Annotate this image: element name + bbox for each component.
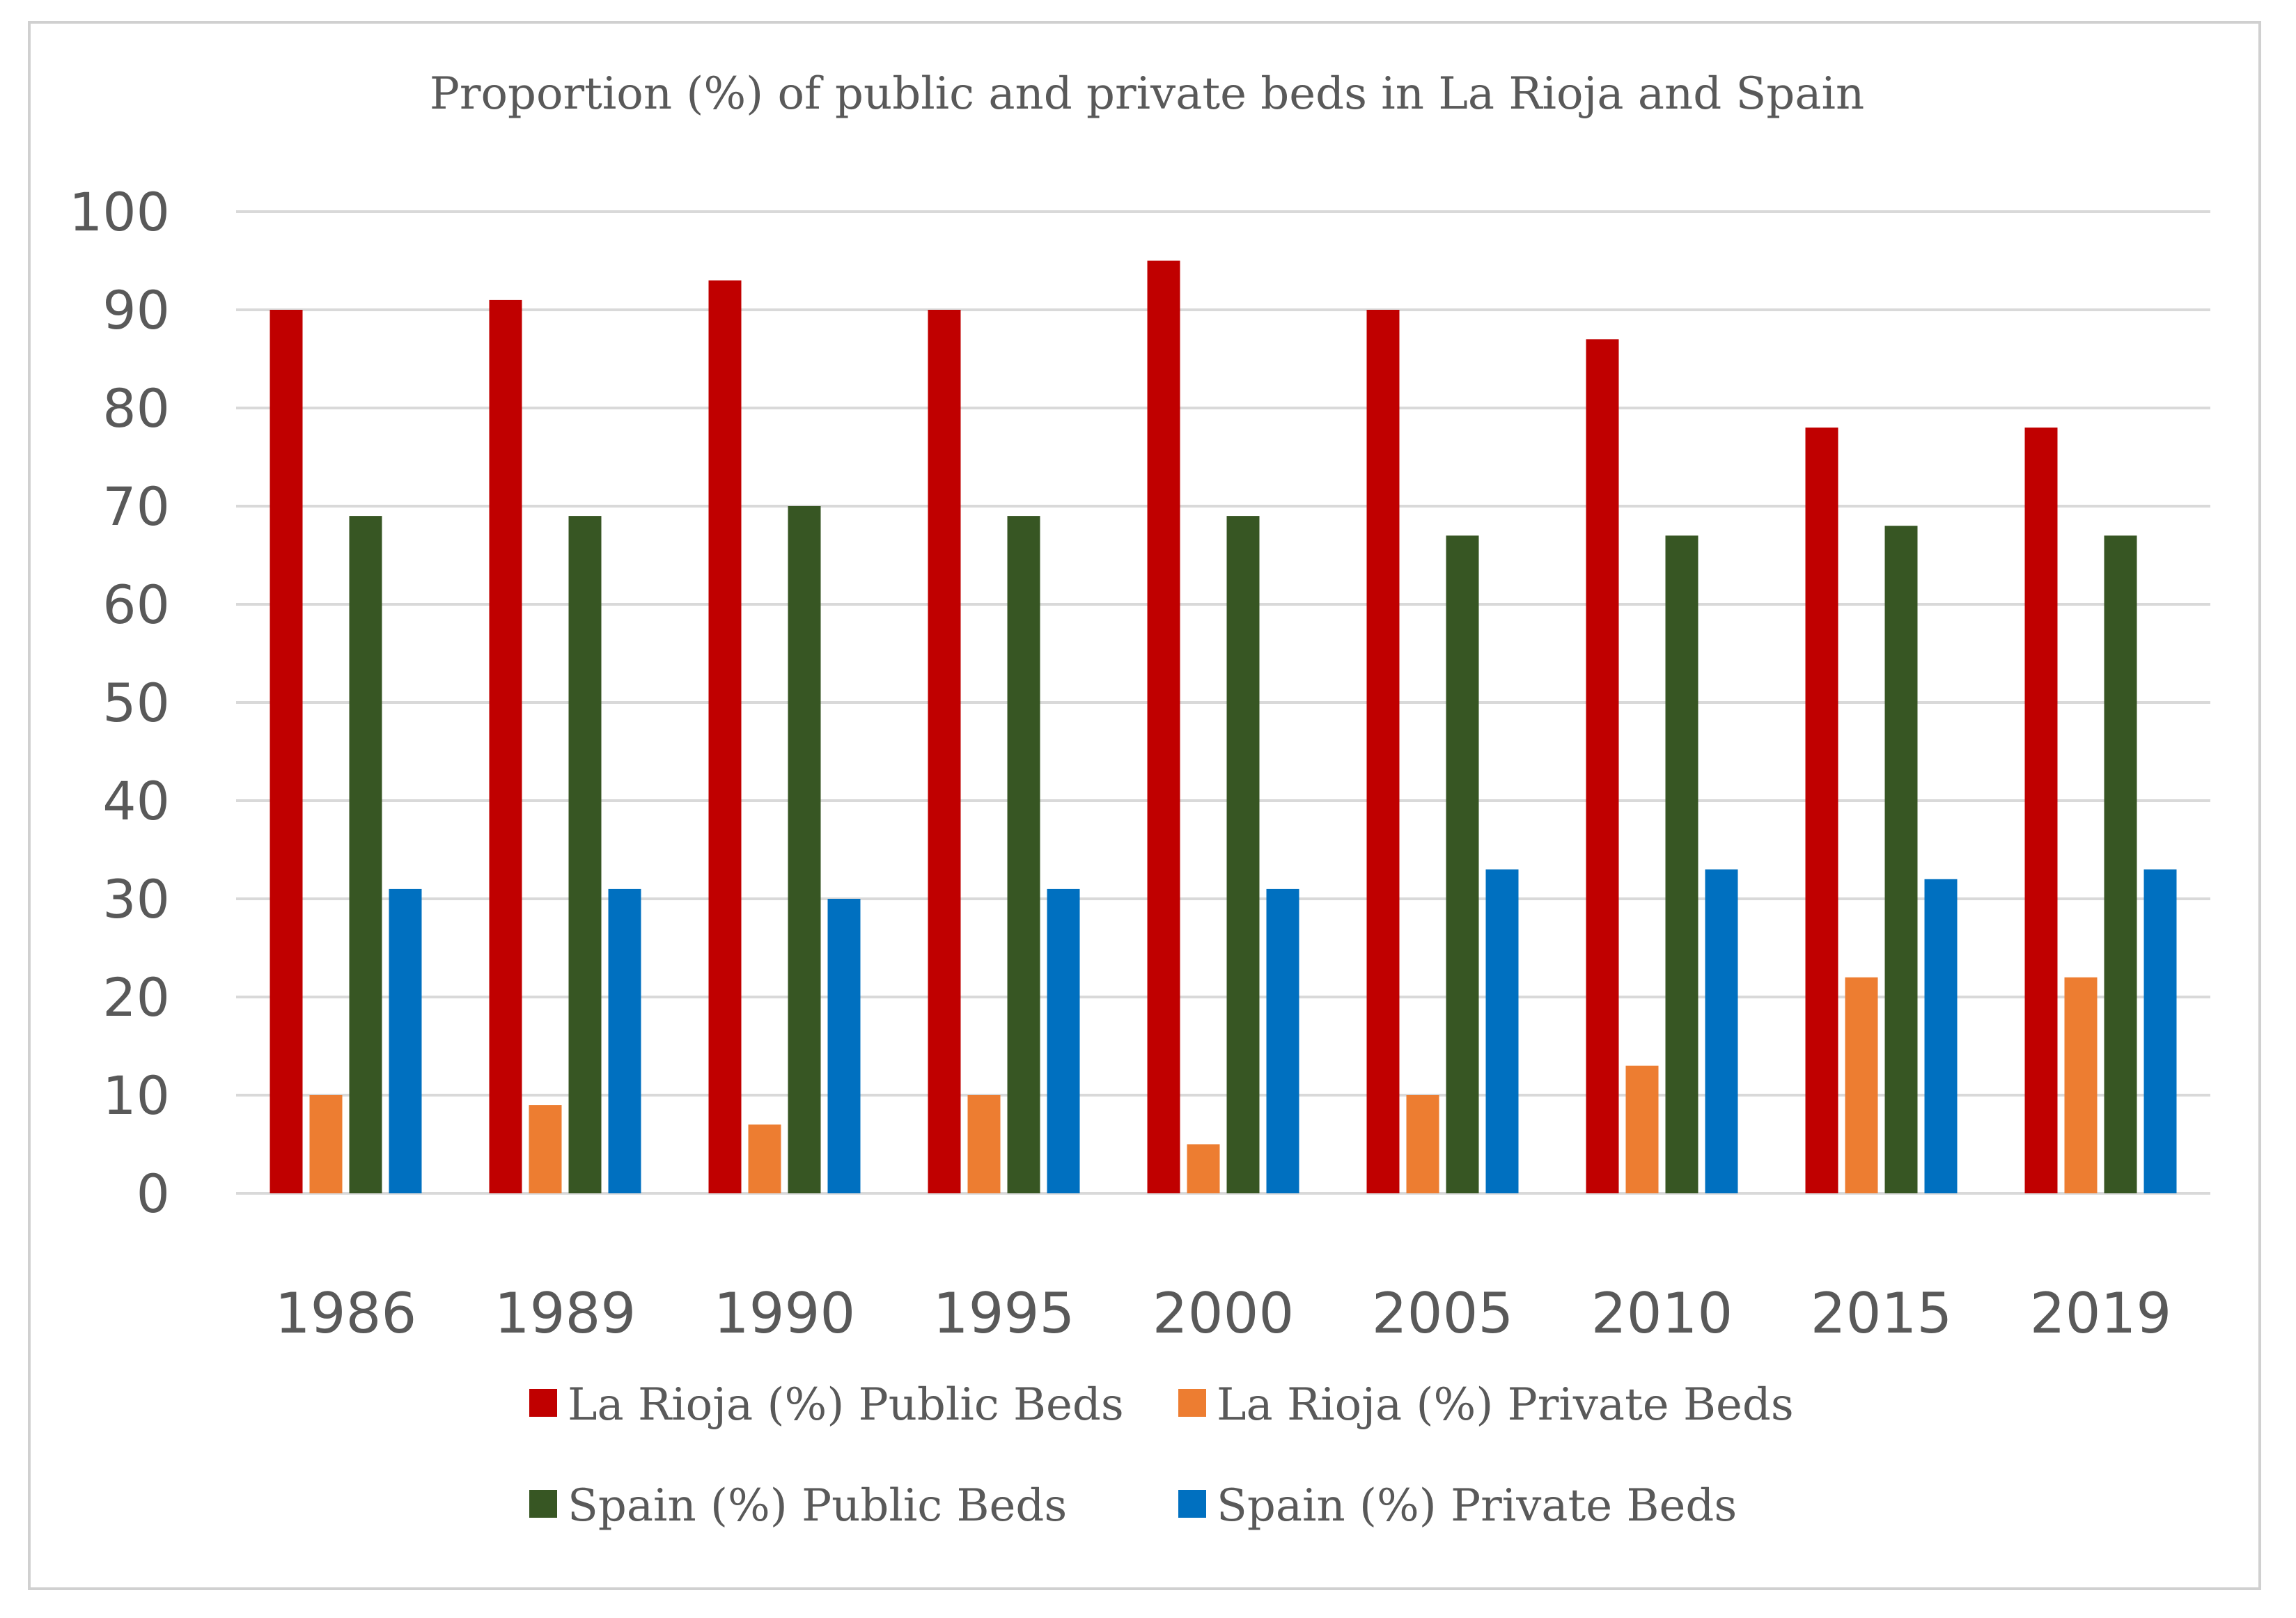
gridlines: [236, 210, 2210, 1195]
bar-spain-public-beds-1986: [349, 516, 382, 1193]
bar-spain-private-beds-2000: [1266, 888, 1299, 1193]
legend-swatch: [529, 1389, 557, 1417]
bar-la-rioja-public-beds-2019: [2024, 427, 2058, 1194]
chart-frame: Proportion (%) of public and private bed…: [28, 21, 2261, 1590]
bar-la-rioja-public-beds-1990: [708, 280, 742, 1194]
legend-swatch: [1178, 1389, 1206, 1417]
y-tick-label: 50: [102, 672, 170, 734]
bar-la-rioja-private-beds-2019: [2064, 977, 2098, 1193]
x-tick-label: 2005: [1372, 1281, 1514, 1346]
y-tick-label: 10: [102, 1065, 170, 1126]
bar-la-rioja-private-beds-2005: [1406, 1095, 1439, 1193]
y-tick-label: 60: [102, 574, 170, 636]
bar-la-rioja-private-beds-1990: [748, 1124, 781, 1193]
y-tick-label: 100: [69, 181, 170, 243]
x-tick-label: 2010: [1591, 1281, 1733, 1346]
bar-la-rioja-private-beds-1989: [529, 1105, 562, 1193]
legend-swatch: [529, 1490, 557, 1518]
bar-spain-public-beds-2005: [1446, 535, 1479, 1193]
x-tick-label: 1986: [275, 1281, 417, 1346]
chart-title: Proportion (%) of public and private bed…: [430, 68, 1864, 120]
bar-la-rioja-public-beds-2010: [1586, 339, 1619, 1193]
x-tick-label: 2000: [1153, 1281, 1295, 1346]
legend-label: Spain (%) Private Beds: [1217, 1480, 1737, 1532]
bars: [270, 260, 2177, 1194]
bar-spain-private-beds-1989: [608, 888, 641, 1193]
bar-spain-private-beds-1986: [389, 888, 422, 1193]
bar-la-rioja-public-beds-1986: [270, 310, 303, 1193]
bar-spain-public-beds-1989: [568, 516, 602, 1193]
bar-la-rioja-private-beds-1986: [309, 1095, 343, 1193]
bar-spain-private-beds-2010: [1705, 869, 1738, 1193]
chart-canvas: Proportion (%) of public and private bed…: [69, 68, 2210, 1532]
bar-la-rioja-private-beds-1995: [967, 1095, 1001, 1193]
bar-spain-public-beds-1990: [788, 506, 821, 1193]
legend: La Rioja (%) Public Beds La Rioja (%) Pri…: [529, 1379, 1794, 1532]
y-tick-label: 90: [102, 279, 170, 341]
bar-spain-public-beds-2010: [1665, 535, 1698, 1193]
bar-spain-private-beds-2015: [1924, 879, 1958, 1193]
x-tick-label: 1989: [494, 1281, 637, 1346]
legend-item: Spain (%) Public Beds: [529, 1480, 1067, 1532]
bar-spain-private-beds-1995: [1047, 888, 1080, 1193]
legend-label: Spain (%) Public Beds: [568, 1480, 1067, 1532]
x-tick-label: 1995: [933, 1281, 1075, 1346]
bar-la-rioja-public-beds-1989: [489, 299, 522, 1193]
y-tick-label: 20: [102, 966, 170, 1028]
bar-spain-public-beds-2019: [2104, 535, 2137, 1193]
bar-spain-private-beds-2019: [2143, 869, 2177, 1193]
y-axis-ticks: 0 10 20 30 40 50 60 70 80 90 100: [69, 181, 170, 1225]
x-tick-label: 2015: [1811, 1281, 1953, 1346]
bar-spain-private-beds-2005: [1485, 869, 1519, 1193]
bar-la-rioja-public-beds-2005: [1366, 310, 1400, 1193]
legend-label: La Rioja (%) Public Beds: [568, 1379, 1124, 1431]
bar-spain-private-beds-1990: [827, 899, 861, 1193]
bar-spain-public-beds-2000: [1226, 516, 1260, 1193]
bar-spain-public-beds-2015: [1884, 526, 1918, 1193]
bar-la-rioja-public-beds-2015: [1805, 427, 1838, 1194]
y-tick-label: 0: [136, 1163, 170, 1225]
y-tick-label: 80: [102, 377, 170, 439]
legend-label: La Rioja (%) Private Beds: [1217, 1379, 1794, 1431]
x-axis-ticks: 1986 1989 1990 1995 2000 2005 2010 2015 2019: [275, 1281, 2172, 1346]
y-tick-label: 30: [102, 868, 170, 930]
bar-la-rioja-public-beds-2000: [1147, 260, 1180, 1193]
x-tick-label: 2019: [2030, 1281, 2172, 1346]
legend-item: La Rioja (%) Private Beds: [1178, 1379, 1794, 1431]
legend-swatch: [1178, 1490, 1206, 1518]
bar-la-rioja-private-beds-2000: [1187, 1144, 1220, 1193]
y-tick-label: 70: [102, 476, 170, 537]
bar-la-rioja-private-beds-2015: [1845, 977, 1878, 1193]
legend-item: Spain (%) Private Beds: [1178, 1480, 1737, 1532]
bar-spain-public-beds-1995: [1007, 516, 1040, 1193]
bar-la-rioja-private-beds-2010: [1625, 1065, 1659, 1193]
x-tick-label: 1990: [714, 1281, 856, 1346]
y-tick-label: 40: [102, 770, 170, 832]
bar-la-rioja-public-beds-1995: [928, 310, 961, 1193]
legend-item: La Rioja (%) Public Beds: [529, 1379, 1124, 1431]
